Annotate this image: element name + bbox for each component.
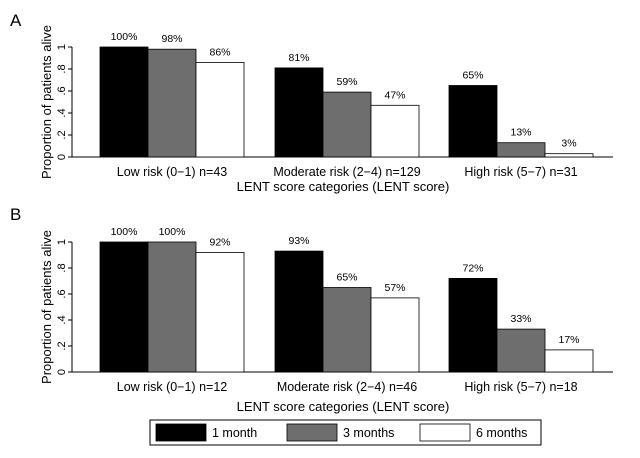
bar-value-label: 13% [510,127,531,139]
panel-label: B [10,205,21,224]
bar-1-series-3 [195,62,245,158]
y-tick-label: 1 [56,44,68,50]
y-tick-label: .2 [56,341,68,350]
y-tick-label: 1 [56,239,68,245]
legend-frame [149,419,542,446]
y-tick-label: .4 [56,315,68,324]
y-tick-label: .2 [56,130,68,139]
bar-value-label: 17% [558,334,579,346]
y-tick-label: 0 [56,369,68,375]
bar-value-label: 100% [159,226,186,238]
bar-2-series-2 [322,287,372,373]
y-axis-title: Proportion of patients alive [39,230,54,384]
y-tick-label: .8 [56,64,68,73]
x-category-label: Moderate risk (2−4) n=46 [277,380,417,394]
bar-2-series-2 [322,91,372,158]
bar-3-series-3 [544,153,594,158]
bar-value-label: 59% [336,76,357,88]
bar-value-label: 93% [288,235,309,247]
x-category-label: High risk (5−7) n=31 [464,165,577,179]
bar-3-series-1 [448,85,498,158]
chart-panel-1: A Proportion of patients alive 0 .2 .4 .6 .8 1 1… [10,11,613,194]
chart-panel-2: B Proportion of patients alive 0 .2 .4 .6 .8 1 1… [10,205,613,414]
bar-3-series-1 [448,277,498,373]
y-tick-label: 0 [56,154,68,160]
x-category-label: Low risk (0−1) n=12 [117,380,228,394]
bar-value-label: 86% [209,46,230,58]
bar-2-series-1 [274,67,324,158]
bar-3-series-2 [496,142,546,158]
legend: 1 month 3 months 6 months [149,419,542,446]
bar-1-series-3 [195,251,245,373]
legend-swatch [419,423,471,442]
bar-value-label: 92% [209,236,230,248]
bar-value-label: 33% [510,313,531,325]
y-tick-label: .4 [56,108,68,117]
legend-label: 1 month [212,426,257,440]
legend-swatch [155,423,207,442]
bar-value-label: 65% [336,272,357,284]
bar-value-label: 72% [462,262,483,274]
bar-2-series-3 [370,297,420,373]
x-category-label: High risk (5−7) n=18 [464,380,577,394]
y-axis-title: Proportion of patients alive [39,25,54,179]
bar-1-series-2 [147,241,197,373]
bar-value-label: 100% [111,226,138,238]
legend-label: 6 months [476,426,527,440]
x-axis-title: LENT score categories (LENT score) [237,399,450,414]
panel-label: A [10,11,22,30]
x-axis-title: LENT score categories (LENT score) [237,179,450,194]
y-tick-label: .6 [56,86,68,95]
x-category-label: Low risk (0−1) n=43 [117,165,228,179]
x-category-label: Moderate risk (2−4) n=129 [273,165,420,179]
bar-value-label: 57% [384,282,405,294]
legend-swatch [286,423,338,442]
bar-value-label: 81% [288,52,309,64]
bar-value-label: 3% [561,138,576,150]
bar-value-label: 100% [111,31,138,43]
bar-value-label: 47% [384,89,405,101]
bar-3-series-3 [544,349,594,373]
bar-2-series-1 [274,250,324,373]
bar-2-series-3 [370,104,420,158]
bar-1-series-1 [99,241,149,373]
bar-1-series-1 [99,46,149,158]
y-tick-label: .6 [56,289,68,298]
bar-1-series-2 [147,48,197,158]
y-tick-label: .8 [56,263,68,272]
bar-value-label: 98% [161,33,182,45]
bar-value-label: 65% [462,70,483,82]
legend-label: 3 months [343,426,394,440]
bar-3-series-2 [496,328,546,373]
